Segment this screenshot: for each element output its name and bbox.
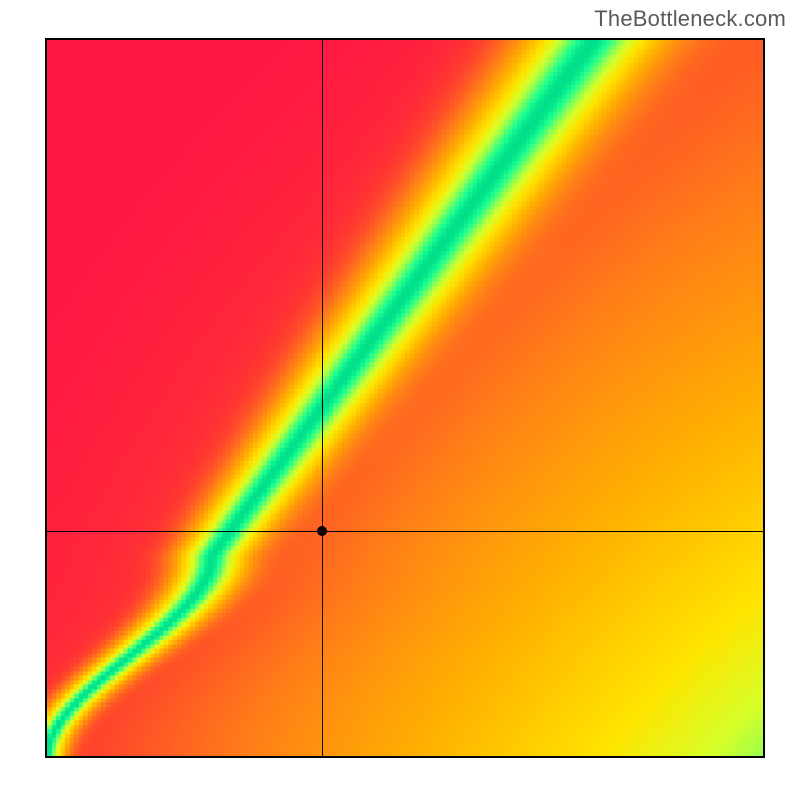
crosshair-vertical bbox=[322, 40, 323, 756]
crosshair-marker bbox=[317, 526, 327, 536]
heatmap-plot bbox=[45, 38, 765, 758]
watermark-text: TheBottleneck.com bbox=[594, 6, 786, 32]
heatmap-canvas bbox=[47, 40, 763, 756]
crosshair-horizontal bbox=[47, 531, 763, 532]
